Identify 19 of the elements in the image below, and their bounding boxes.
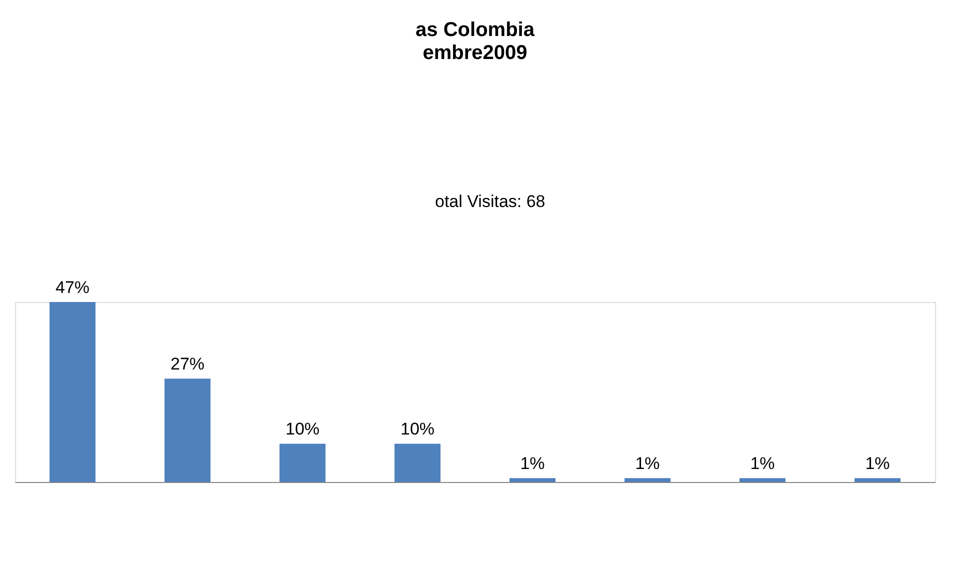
bar [854, 478, 900, 482]
bar [740, 478, 786, 482]
data-label: 1% [520, 454, 545, 474]
data-label: 10% [285, 420, 320, 439]
bar [510, 478, 556, 482]
data-label: 1% [865, 454, 890, 474]
bar [164, 378, 210, 482]
bar [394, 444, 440, 482]
chart-title: as Colombia [416, 19, 536, 41]
data-label: 1% [750, 454, 775, 474]
bar [624, 478, 670, 482]
bar [280, 444, 326, 482]
data-label: 27% [170, 354, 205, 374]
text: otal Visitas: 68 [435, 192, 546, 211]
chart-subtitle: embre2009 [422, 42, 528, 64]
data-label: 10% [400, 420, 435, 439]
bar [50, 302, 96, 482]
data-label: 47% [55, 278, 90, 297]
data-label: 1% [635, 454, 660, 474]
